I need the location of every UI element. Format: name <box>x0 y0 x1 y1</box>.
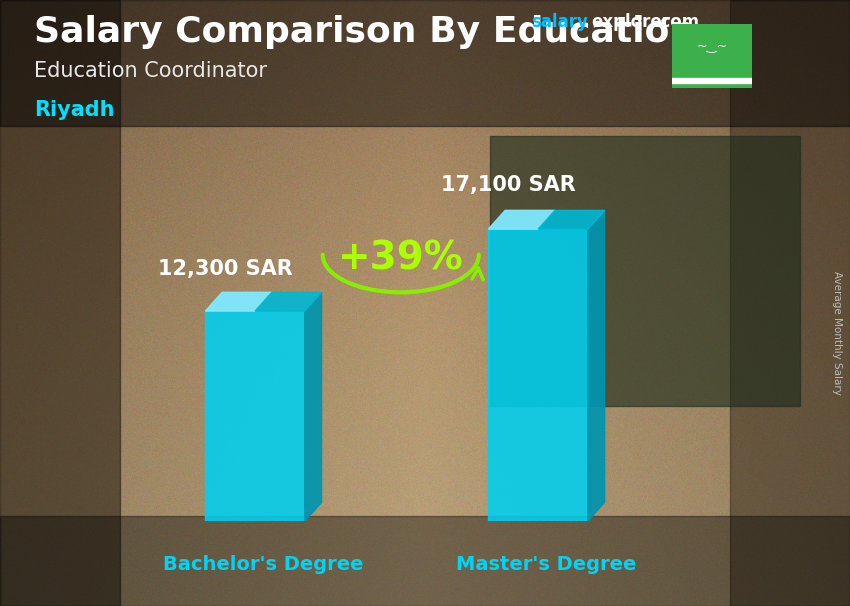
Text: .com: .com <box>654 13 700 32</box>
Polygon shape <box>255 292 321 311</box>
Bar <box>730 0 850 606</box>
Text: Average Monthly Salary: Average Monthly Salary <box>832 271 842 395</box>
Text: Master's Degree: Master's Degree <box>456 555 637 574</box>
Text: Riyadh: Riyadh <box>34 100 115 120</box>
Polygon shape <box>588 210 604 521</box>
Polygon shape <box>205 292 272 311</box>
Bar <box>0 0 850 126</box>
Polygon shape <box>488 229 588 521</box>
Polygon shape <box>205 311 304 521</box>
Text: explorer: explorer <box>591 13 670 32</box>
Text: 17,100 SAR: 17,100 SAR <box>441 175 575 195</box>
Polygon shape <box>538 210 604 229</box>
Text: 12,300 SAR: 12,300 SAR <box>158 259 292 279</box>
Text: salary: salary <box>531 13 588 32</box>
Text: Education Coordinator: Education Coordinator <box>34 61 267 81</box>
Text: Salary Comparison By Education: Salary Comparison By Education <box>34 15 695 49</box>
Text: +39%: +39% <box>337 239 463 278</box>
Bar <box>672 78 752 83</box>
Bar <box>490 136 800 406</box>
Polygon shape <box>488 210 555 229</box>
Text: Bachelor's Degree: Bachelor's Degree <box>163 555 364 574</box>
Bar <box>0 0 120 606</box>
Bar <box>0 516 850 606</box>
Polygon shape <box>304 292 321 521</box>
Text: ~‿~: ~‿~ <box>696 40 728 53</box>
